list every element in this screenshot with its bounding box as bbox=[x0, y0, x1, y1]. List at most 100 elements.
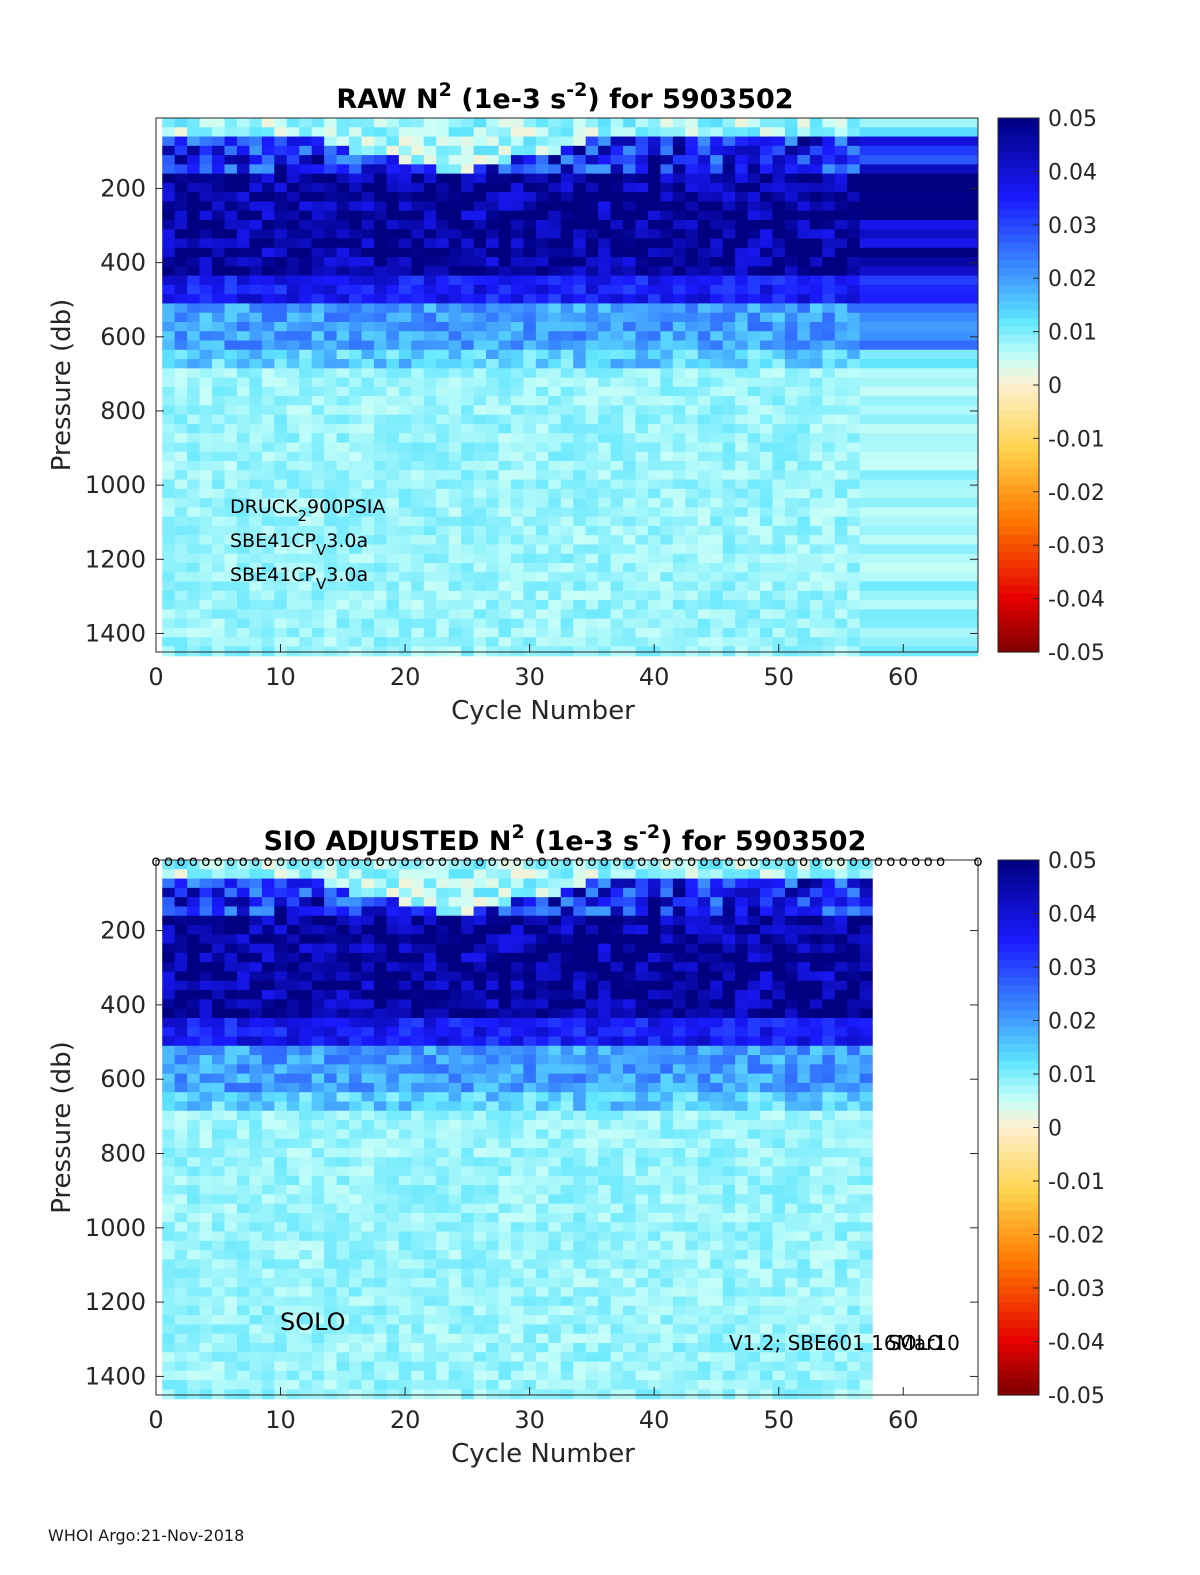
heatmap-cell bbox=[486, 934, 500, 945]
heatmap-cell bbox=[224, 962, 238, 973]
heatmap-cell bbox=[398, 999, 412, 1010]
heatmap-cell bbox=[336, 646, 350, 657]
heatmap-cell bbox=[822, 349, 836, 360]
heatmap-cell bbox=[822, 470, 836, 481]
heatmap-cell bbox=[560, 609, 574, 620]
heatmap-cell bbox=[349, 1073, 363, 1084]
heatmap-cell bbox=[324, 1259, 338, 1270]
heatmap-cell bbox=[623, 553, 637, 564]
heatmap-cell bbox=[635, 590, 649, 601]
heatmap-cell bbox=[199, 488, 213, 499]
heatmap-cell bbox=[647, 516, 662, 527]
heatmap-cell bbox=[610, 488, 624, 499]
heatmap-cell bbox=[548, 303, 562, 314]
heatmap-cell bbox=[423, 869, 437, 880]
heatmap-cell bbox=[610, 219, 624, 230]
heatmap-cell bbox=[299, 1380, 313, 1391]
heatmap-cell bbox=[473, 1342, 487, 1353]
heatmap-cell bbox=[162, 971, 176, 982]
heatmap-cell bbox=[162, 1212, 176, 1223]
heatmap-cell bbox=[187, 340, 201, 351]
heatmap-cell bbox=[436, 1324, 450, 1335]
heatmap-cell bbox=[398, 1110, 412, 1121]
heatmap-cell bbox=[386, 1185, 400, 1195]
heatmap-cell bbox=[174, 1240, 188, 1251]
heatmap-cell bbox=[373, 1287, 388, 1298]
heatmap-cell bbox=[261, 1017, 275, 1028]
heatmap-cell bbox=[486, 1212, 500, 1223]
heatmap-cell bbox=[747, 637, 761, 648]
heatmap-cell bbox=[174, 952, 188, 963]
heatmap-cell bbox=[672, 312, 686, 323]
heatmap-cell bbox=[249, 1129, 263, 1140]
heatmap-cell bbox=[249, 1101, 263, 1112]
heatmap-cell bbox=[274, 331, 288, 342]
heatmap-cell bbox=[486, 173, 500, 184]
heatmap-cell bbox=[349, 971, 363, 982]
x-tick-label: 0 bbox=[148, 663, 163, 691]
heatmap-cell bbox=[261, 507, 275, 518]
heatmap-cell bbox=[735, 377, 749, 388]
heatmap-cell bbox=[261, 201, 275, 212]
heatmap-cell bbox=[461, 1231, 475, 1242]
heatmap-cell bbox=[236, 1082, 251, 1093]
heatmap-cell bbox=[423, 990, 437, 1000]
heatmap-cell bbox=[386, 906, 400, 917]
heatmap-cell bbox=[423, 1240, 437, 1251]
heatmap-cell bbox=[486, 386, 500, 397]
heatmap-cell bbox=[573, 238, 587, 249]
raw-axes-frame bbox=[155, 117, 979, 653]
colorbar-swatch bbox=[998, 284, 1039, 294]
heatmap-cell bbox=[274, 451, 288, 462]
heatmap-cell bbox=[834, 405, 848, 416]
heatmap-cell bbox=[212, 525, 226, 536]
heatmap-cell bbox=[199, 257, 213, 267]
heatmap-cell bbox=[373, 860, 388, 870]
heatmap-cell bbox=[498, 321, 512, 332]
heatmap-cell bbox=[635, 581, 649, 592]
heatmap-cell bbox=[809, 257, 823, 267]
heatmap-cell bbox=[797, 136, 811, 147]
heatmap-cell bbox=[324, 461, 338, 471]
heatmap-cell bbox=[199, 1036, 213, 1047]
heatmap-cell bbox=[473, 145, 487, 156]
heatmap-cell bbox=[448, 553, 462, 564]
heatmap-cell bbox=[236, 1101, 251, 1112]
heatmap-cell bbox=[212, 145, 226, 156]
heatmap-cell bbox=[286, 423, 300, 434]
heatmap-cell bbox=[423, 219, 437, 230]
heatmap-cell bbox=[311, 581, 325, 592]
heatmap-cell bbox=[398, 507, 412, 518]
heatmap-cell bbox=[423, 581, 437, 592]
heatmap-cell bbox=[722, 340, 736, 351]
heatmap-cell bbox=[361, 990, 375, 1000]
heatmap-cell bbox=[236, 1370, 251, 1381]
heatmap-cell bbox=[411, 952, 425, 963]
colorbar-tick-label: -0.05 bbox=[1048, 641, 1105, 666]
heatmap-cell bbox=[585, 498, 599, 508]
heatmap-cell bbox=[834, 145, 848, 156]
x-tick-label: 20 bbox=[390, 663, 421, 691]
heatmap-cell bbox=[436, 925, 450, 935]
heatmap-cell bbox=[772, 118, 786, 128]
heatmap-cell bbox=[548, 470, 562, 481]
heatmap-cell bbox=[809, 182, 823, 193]
heatmap-cell bbox=[448, 1157, 462, 1168]
heatmap-cell bbox=[610, 535, 624, 546]
heatmap-cell bbox=[286, 340, 300, 351]
heatmap-cell bbox=[436, 1101, 450, 1112]
heatmap-cell bbox=[349, 312, 363, 323]
heatmap-cell bbox=[386, 962, 400, 973]
heatmap-cell bbox=[212, 433, 226, 444]
heatmap-cell bbox=[249, 535, 263, 546]
heatmap-cell bbox=[797, 572, 811, 583]
heatmap-cell bbox=[772, 600, 786, 610]
heatmap-cell bbox=[249, 952, 263, 963]
heatmap-cell bbox=[386, 1231, 400, 1242]
heatmap-cell bbox=[448, 581, 462, 592]
heatmap-cell bbox=[386, 1324, 400, 1335]
heatmap-cell bbox=[523, 618, 537, 629]
heatmap-cell bbox=[286, 869, 300, 880]
heatmap-cell bbox=[822, 118, 836, 128]
heatmap-cell bbox=[610, 563, 624, 573]
